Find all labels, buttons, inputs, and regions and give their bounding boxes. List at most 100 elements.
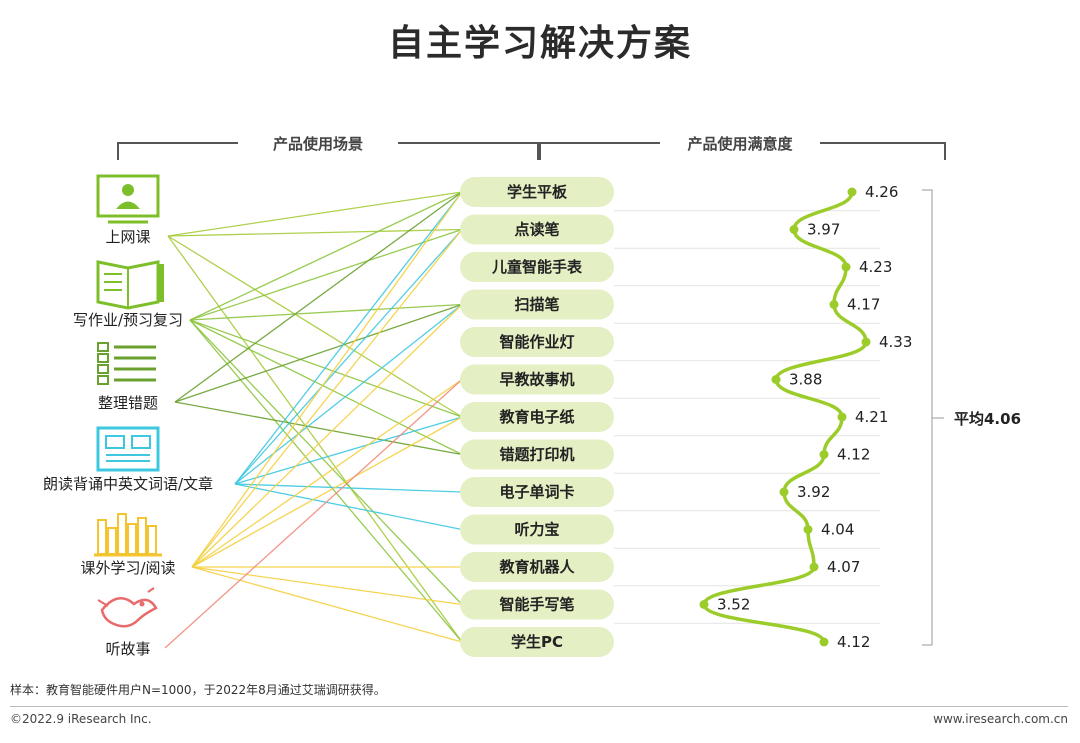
solution-chart: 产品使用场景 产品使用满意度 上网课写作业/预习复习整理错题朗读背诵中英文词语/… [43,135,1021,658]
satisfaction-value: 4.21 [855,408,888,426]
connection-line [164,379,463,649]
product-pill [460,289,614,320]
product-label: 错题打印机 [499,446,574,464]
connection-line [189,228,463,321]
connection-line [167,228,463,237]
connection-line [191,229,463,568]
connection-line [167,235,463,418]
section-header-right: 产品使用满意度 [539,135,946,160]
product-label: 学生PC [511,633,563,651]
connection-line [191,566,463,643]
connection-line [189,319,463,643]
product-pill [460,514,614,545]
connection-line [189,319,463,456]
satisfaction-value: 3.52 [717,596,750,614]
satisfaction-point [803,525,813,534]
satisfaction-point [847,187,857,197]
satisfaction-point [779,487,789,497]
dragon-story-icon [97,587,158,628]
connection-line [234,191,463,485]
connection-line [191,304,463,568]
product-label: 听力宝 [514,521,559,539]
satisfaction-point [819,450,829,459]
sample-footnote: 样本：教育智能硬件用户N=1000，于2022年8月通过艾瑞调研获得。 [10,683,386,697]
satisfaction-point [789,225,799,234]
connection-line [191,191,463,568]
connection-line [174,401,463,456]
scene-item: 整理错题 [97,342,158,412]
scene-item: 听故事 [97,587,158,658]
product-pill [460,364,614,395]
product-row: 错题打印机 [460,439,880,474]
product-pill [460,327,614,357]
scene-label: 整理错题 [98,394,158,412]
product-label: 智能手写笔 [499,596,574,614]
product-row: 智能手写笔 [460,589,880,624]
product-label: 智能作业灯 [499,333,574,351]
satisfaction-value: 4.04 [821,521,854,539]
section-header-left: 产品使用场景 [117,135,539,160]
product-pill [460,589,614,620]
scene-label: 课外学习/阅读 [80,559,175,577]
connection-line [234,229,463,485]
satisfaction-value: 4.26 [865,183,898,201]
connection-line [191,566,463,606]
scene-label: 听故事 [105,640,150,658]
homework-book-icon [96,260,164,310]
list-check-icon [97,342,156,385]
section-label-satisfaction: 产品使用满意度 [687,135,793,153]
product-pill [460,477,614,507]
satisfaction-point [837,412,847,422]
product-label: 扫描笔 [514,296,559,314]
scene-item: 课外学习/阅读 [80,513,176,577]
connection-line [191,378,463,568]
product-label: 教育电子纸 [498,408,574,426]
connection-line [234,303,463,485]
product-pill [460,252,614,282]
page-title: 自主学习解决方案 [387,23,692,64]
satisfaction-point [809,562,819,572]
satisfaction-value: 4.33 [879,333,912,351]
scene-item: 朗读背诵中英文词语/文章 [43,426,213,493]
connection-line [174,303,463,403]
product-rows: 学生平板点读笔儿童智能手表扫描笔智能作业灯早教故事机教育电子纸错题打印机电子单词… [460,177,880,657]
satisfaction-value: 4.12 [837,446,870,464]
product-pill [460,439,614,470]
website-url: www.iresearch.com.cn [933,712,1068,726]
connection-line [234,483,463,531]
satisfaction-point [841,262,851,272]
connection-line [234,483,463,493]
product-row: 点读笔 [460,214,880,249]
product-row: 智能作业灯 [460,327,880,362]
connection-line [189,319,463,605]
product-row: 电子单词卡 [460,477,880,512]
satisfaction-value: 3.92 [797,483,830,501]
product-row: 儿童智能手表 [460,252,880,287]
satisfaction-series: 4.26 3.97 4.23 4.17 4.33 3.88 4.21 4.12 3.92 4.04… [699,183,912,651]
copyright: ©2022.9 iResearch Inc. [10,712,152,726]
scene-label: 写作业/预习复习 [73,311,183,329]
connection-line [234,416,463,485]
satisfaction-value: 4.23 [859,258,892,276]
satisfaction-value: 4.12 [837,633,870,651]
product-label: 点读笔 [514,221,559,239]
product-row: 扫描笔 [460,289,880,324]
satisfaction-value: 3.97 [807,221,840,239]
product-pill [460,552,614,582]
product-row: 学生PC [460,627,614,657]
average-bracket: 平均4.06 [922,189,1021,646]
scene-item: 上网课 [96,174,160,246]
online-class-icon [96,174,160,224]
satisfaction-value: 4.07 [827,558,860,576]
product-label: 学生平板 [507,183,568,201]
connection-line [174,191,463,403]
connection-line [191,416,463,568]
product-label: 儿童智能手表 [491,258,583,276]
product-pill [460,214,614,245]
satisfaction-value: 3.88 [789,371,822,389]
connection-line [167,191,463,237]
scene-item: 写作业/预习复习 [73,260,183,329]
satisfaction-point [771,375,781,384]
connection-line [189,319,463,418]
